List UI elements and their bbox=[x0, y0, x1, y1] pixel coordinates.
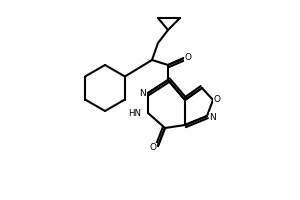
Text: N: N bbox=[210, 112, 216, 121]
Text: O: O bbox=[149, 144, 157, 152]
Text: O: O bbox=[214, 95, 220, 104]
Text: HN: HN bbox=[128, 108, 141, 117]
Text: O: O bbox=[184, 52, 191, 62]
Text: N: N bbox=[140, 88, 146, 98]
